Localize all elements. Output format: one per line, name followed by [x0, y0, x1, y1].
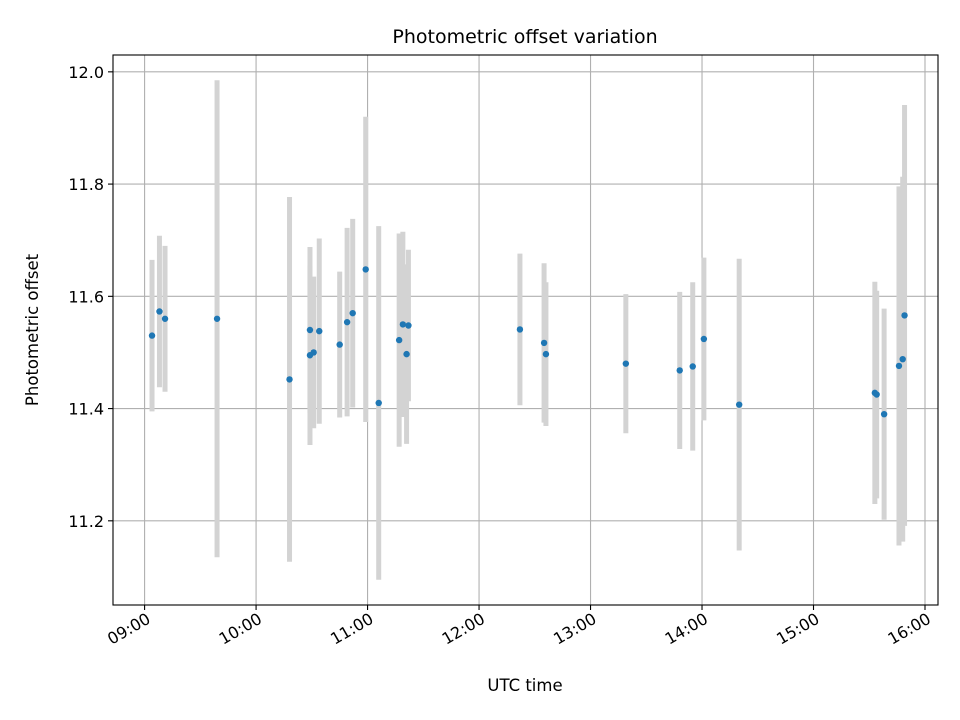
data-point [622, 360, 630, 367]
x-tick-label: 11:00 [327, 609, 376, 649]
chart-title: Photometric offset variation [392, 26, 657, 48]
data-point [540, 339, 548, 347]
x-tick-label: 13:00 [550, 609, 599, 649]
y-tick-label: 12.0 [68, 63, 104, 82]
data-point [901, 312, 908, 319]
data-point [700, 335, 708, 343]
y-tick-label: 11.4 [68, 400, 104, 419]
data-point [375, 399, 382, 407]
data-point [395, 336, 403, 344]
y-axis-ticks: 11.2 11.4 11.6 11.8 12.0 [68, 63, 113, 531]
y-axis-label: Photometric offset [23, 253, 42, 406]
data-point [156, 308, 163, 315]
x-axis-label: UTC time [487, 676, 562, 695]
x-axis-ticks: 09:00 10:00 11:00 12:00 13:00 14:00 15:00 16:00 [104, 605, 934, 649]
y-tick-label: 11.8 [68, 175, 104, 194]
data-point [316, 327, 323, 335]
data-point [343, 318, 351, 326]
data-point [286, 376, 293, 383]
y-tick-label: 11.2 [68, 512, 104, 531]
data-point [403, 350, 410, 358]
data-point [213, 315, 221, 322]
data-points [148, 266, 908, 418]
data-point [542, 350, 550, 358]
x-tick-label: 10:00 [216, 609, 265, 649]
data-point [873, 391, 880, 398]
data-point [362, 266, 369, 273]
x-tick-label: 09:00 [104, 609, 153, 649]
data-point [735, 401, 743, 408]
x-tick-label: 12:00 [439, 609, 488, 649]
data-point [689, 363, 696, 370]
data-point [349, 309, 356, 317]
data-point [336, 341, 343, 348]
data-point [310, 349, 317, 356]
data-point [516, 326, 524, 333]
data-point [899, 355, 906, 363]
data-point [895, 362, 903, 370]
data-point [161, 315, 169, 322]
x-tick-label: 14:00 [662, 609, 711, 649]
data-point [306, 326, 314, 334]
plot-frame [112, 54, 939, 606]
plot-background [113, 55, 938, 605]
data-point [880, 410, 888, 418]
x-tick-label: 16:00 [885, 609, 934, 649]
x-tick-label: 15:00 [773, 609, 822, 649]
data-point [405, 322, 412, 329]
data-point [399, 321, 407, 328]
data-point [148, 332, 156, 339]
data-point [676, 367, 683, 374]
y-tick-label: 11.6 [68, 287, 104, 306]
